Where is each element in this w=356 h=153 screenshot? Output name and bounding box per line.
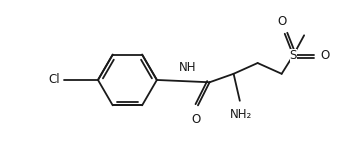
Text: O: O bbox=[278, 15, 287, 28]
Text: S: S bbox=[289, 49, 297, 62]
Text: O: O bbox=[192, 113, 201, 126]
Text: O: O bbox=[320, 49, 330, 62]
Text: NH: NH bbox=[179, 61, 197, 74]
Text: Cl: Cl bbox=[48, 73, 60, 86]
Text: NH₂: NH₂ bbox=[230, 108, 252, 121]
